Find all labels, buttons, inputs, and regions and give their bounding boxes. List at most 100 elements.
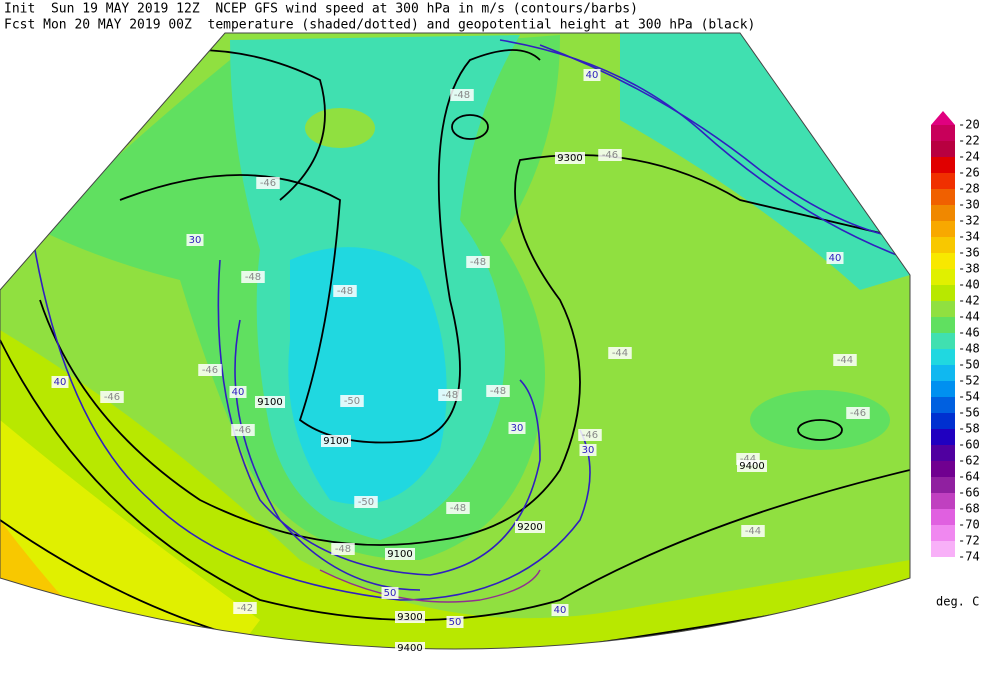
map-label: 9400 [739,461,764,472]
colorbar-unit: deg. C [936,595,979,609]
colorbar-swatch [931,397,955,413]
map-label: -42 [237,603,253,614]
map-label: -46 [602,150,618,161]
wind-contours [29,39,910,601]
map-label: -44 [745,526,761,537]
map-label-box [579,444,597,456]
header-line: Init Sun 19 MAY 2019 12Z NCEP GFS wind s… [4,2,638,17]
colorbar-swatch [931,493,955,509]
colorbar-label: -66 [958,486,980,500]
colorbar-label: -68 [958,502,980,516]
map-label: -48 [490,386,506,397]
map-label-box [846,407,870,419]
map-label: 9100 [387,549,412,560]
map-label-box [331,543,355,555]
map-label-box [198,364,222,376]
colorbar-swatch [931,349,955,365]
map-label-box [466,256,490,268]
map-label-box [231,424,255,436]
colorbar-label: -42 [958,294,980,308]
map-label: 9300 [397,612,422,623]
colorbar-swatch [931,413,955,429]
map-label-box [229,386,247,398]
map-label: -50 [344,396,360,407]
colorbar-label: -22 [958,134,980,148]
map-label-box [578,429,602,441]
map-label-box [741,525,765,537]
map [0,33,910,649]
colorbar-swatch [931,445,955,461]
colorbar-label: -74 [958,550,980,564]
map-label: 50 [449,617,462,628]
colorbar-swatch [931,541,955,557]
colorbar-swatch [931,509,955,525]
colorbar-swatch [931,429,955,445]
colorbar-label: -20 [958,118,980,132]
map-label-box [446,616,464,628]
map-label-box [826,252,844,264]
map-label: 9300 [557,153,582,164]
colorbar-swatch [931,189,955,205]
map-label-box [186,234,204,246]
map-label-box [833,354,857,366]
colorbar-label: -40 [958,278,980,292]
colorbar-label: -38 [958,262,980,276]
map-label: 40 [54,377,67,388]
map-label: -50 [358,497,374,508]
map-label-box [354,496,378,508]
map-label-box [51,376,69,388]
colorbar-label: -32 [958,214,980,228]
map-label: 30 [511,423,524,434]
map-label-box [241,271,265,283]
map-label-box [333,285,357,297]
colorbar-swatch [931,477,955,493]
colorbar-label: -30 [958,198,980,212]
colorbar-label: -56 [958,406,980,420]
colorbar-swatch [931,365,955,381]
map-label: -48 [454,90,470,101]
colorbar-label: -34 [958,230,980,244]
map-label-box [446,502,470,514]
colorbar-label: -58 [958,422,980,436]
colorbar-label: -72 [958,534,980,548]
map-label-box [598,149,622,161]
map-label: 30 [582,445,595,456]
map-label: -46 [104,392,120,403]
colorbar-swatch [931,173,955,189]
map-label-box [233,602,257,614]
map-labels: -46 -48 -48 -48 -48 -48 -50 -50 -48 -48 -46 -46 -46 -… [51,69,870,654]
wind-contours-strong [319,569,541,603]
map-label: -46 [850,408,866,419]
colorbar-swatch [931,141,955,157]
map-label: -44 [740,454,756,465]
map-label-box [515,521,545,533]
colorbar-swatch [931,525,955,541]
colorbar-label: -36 [958,246,980,260]
map-label: -48 [245,272,261,283]
colorbar-swatch [931,157,955,173]
map-label-box [340,395,364,407]
map-label-box [255,396,285,408]
colorbar-swatch [931,301,955,317]
colorbar-swatch [931,221,955,237]
colorbar-swatch [931,253,955,269]
map-label: 9200 [517,522,542,533]
map-label-box [395,642,425,654]
colorbar-swatch [931,205,955,221]
map-label-box [450,89,474,101]
map-label: -48 [450,503,466,514]
colorbar-label: -24 [958,150,980,164]
colorbar-label: -62 [958,454,980,468]
map-frame [0,32,911,650]
colorbar-label: -46 [958,326,980,340]
map-label: -46 [260,178,276,189]
map-label-box [321,435,351,447]
colorbar-swatch [931,381,955,397]
colorbar-swatch [931,285,955,301]
map-label-box [737,460,767,472]
map-label: 40 [829,253,842,264]
colorbar-label: -64 [958,470,980,484]
colorbar-swatch [931,237,955,253]
map-label: -44 [837,355,853,366]
